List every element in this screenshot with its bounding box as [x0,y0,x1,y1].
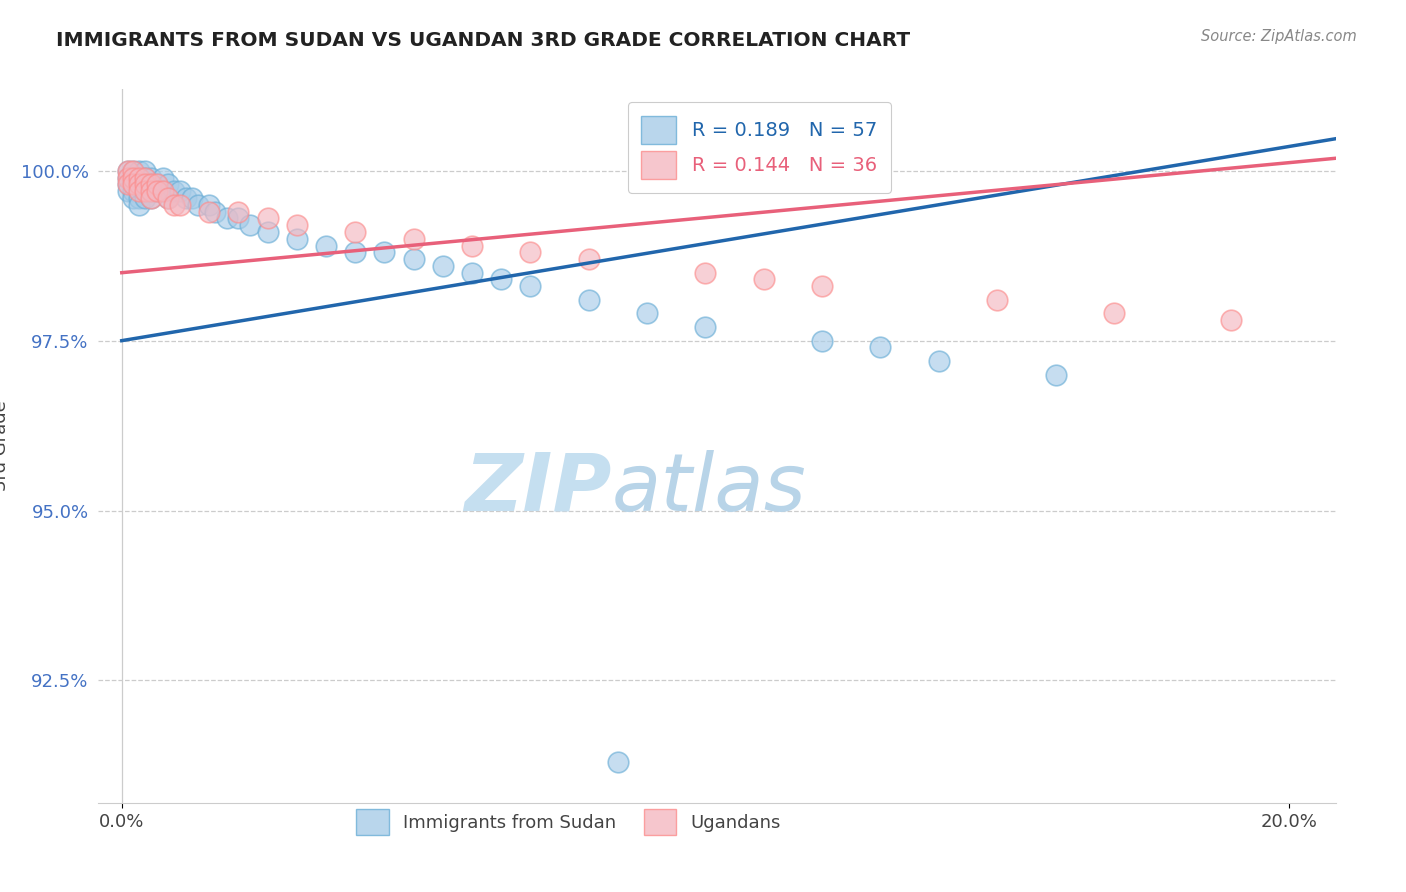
Point [489,272,512,286]
Point [578,252,600,266]
Point [134,163,156,178]
Point [122,163,145,178]
Point [139,191,162,205]
Point [117,163,139,178]
Point [134,170,156,185]
Point [117,170,139,185]
Point [134,184,156,198]
Point [139,170,162,185]
Point [134,184,156,198]
Point [128,170,150,185]
Point [163,184,186,198]
Point [256,211,278,226]
Point [146,184,169,198]
Point [695,266,717,280]
Legend: Immigrants from Sudan, Ugandans: Immigrants from Sudan, Ugandans [347,800,790,844]
Point [122,191,145,205]
Point [180,191,202,205]
Point [402,232,425,246]
Point [128,170,150,185]
Point [146,178,169,192]
Point [152,184,174,198]
Point [373,245,395,260]
Point [811,334,834,348]
Text: atlas: atlas [612,450,807,528]
Point [139,191,162,205]
Point [187,198,209,212]
Point [128,191,150,205]
Point [204,204,226,219]
Point [128,184,150,198]
Point [139,178,162,192]
Point [139,178,162,192]
Point [402,252,425,266]
Point [122,163,145,178]
Text: ZIP: ZIP [464,450,612,528]
Point [122,170,145,185]
Point [215,211,238,226]
Point [285,218,308,232]
Point [578,293,600,307]
Point [152,170,174,185]
Point [117,184,139,198]
Point [134,191,156,205]
Y-axis label: 3rd Grade: 3rd Grade [0,401,10,491]
Point [169,184,191,198]
Point [986,293,1008,307]
Point [169,198,191,212]
Point [117,170,139,185]
Point [239,218,262,232]
Point [928,354,950,368]
Point [174,191,197,205]
Point [122,170,145,185]
Point [695,320,717,334]
Point [122,184,145,198]
Point [139,184,162,198]
Point [122,178,145,192]
Point [344,245,367,260]
Point [461,266,484,280]
Point [1102,306,1125,320]
Point [134,170,156,185]
Point [519,245,541,260]
Point [461,238,484,252]
Point [157,178,180,192]
Point [157,191,180,205]
Point [128,178,150,192]
Point [128,163,150,178]
Point [228,204,250,219]
Point [128,178,150,192]
Point [117,178,139,192]
Point [315,238,337,252]
Point [198,198,221,212]
Point [117,163,139,178]
Point [606,755,628,769]
Point [432,259,454,273]
Point [1219,313,1241,327]
Point [285,232,308,246]
Point [1045,368,1067,382]
Point [139,184,162,198]
Point [117,178,139,192]
Point [519,279,541,293]
Point [134,178,156,192]
Point [152,184,174,198]
Point [636,306,658,320]
Point [128,184,150,198]
Point [228,211,250,226]
Point [122,178,145,192]
Point [869,341,891,355]
Point [752,272,775,286]
Point [344,225,367,239]
Point [163,198,186,212]
Point [146,178,169,192]
Point [198,204,221,219]
Point [256,225,278,239]
Point [157,191,180,205]
Text: IMMIGRANTS FROM SUDAN VS UGANDAN 3RD GRADE CORRELATION CHART: IMMIGRANTS FROM SUDAN VS UGANDAN 3RD GRA… [56,31,910,50]
Point [146,184,169,198]
Text: Source: ZipAtlas.com: Source: ZipAtlas.com [1201,29,1357,44]
Point [128,198,150,212]
Point [811,279,834,293]
